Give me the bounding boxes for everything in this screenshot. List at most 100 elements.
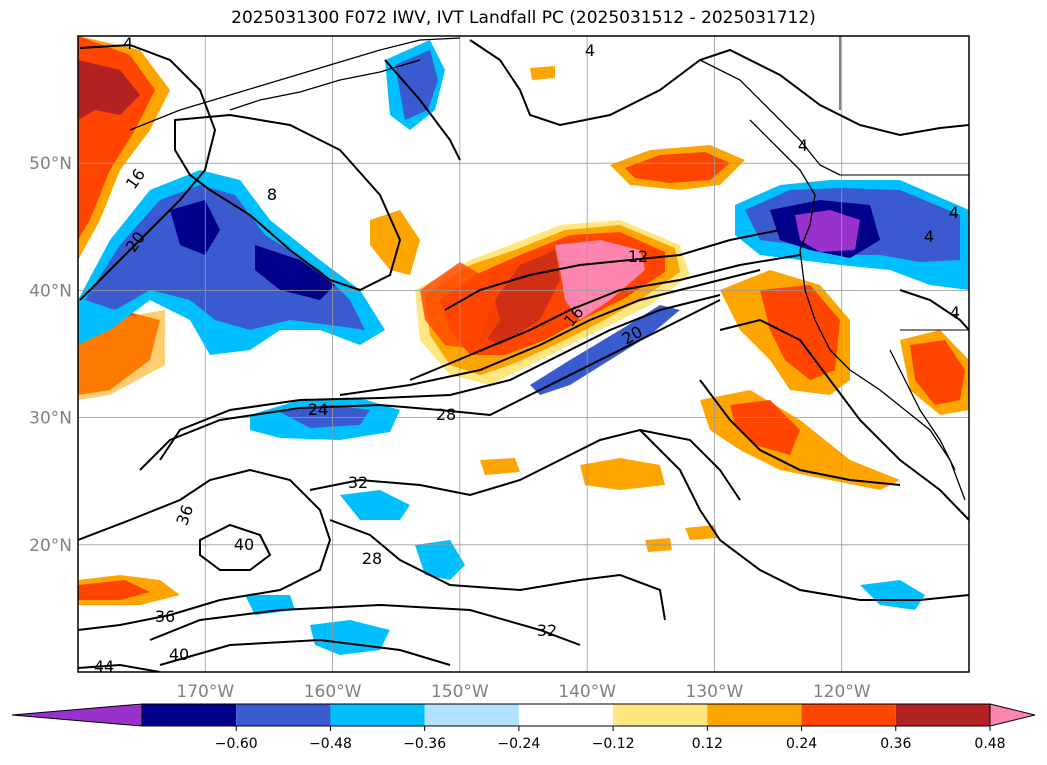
alaska-negative-core	[395, 50, 438, 120]
contour-east-loop	[639, 429, 969, 601]
us-west-coast	[799, 249, 966, 501]
contour-36-south	[149, 603, 581, 646]
contour-label: 4	[798, 136, 808, 155]
colorbar-tick-label: −0.24	[497, 736, 540, 752]
contour-label: 32	[537, 621, 557, 640]
south-positive-5	[480, 458, 520, 475]
contour-label: 36	[155, 607, 175, 626]
alaska-coast	[129, 37, 461, 131]
south-negative-2	[415, 540, 465, 580]
colorbar-bin	[518, 704, 614, 726]
colorbar-tick-label: 0.48	[974, 736, 1005, 752]
gulf-positive-core	[625, 152, 730, 183]
colorbar-extend-max	[989, 703, 1036, 727]
lat-tick-label: 20°N	[29, 536, 72, 556]
contour-label: 32	[348, 473, 368, 492]
contour-12	[444, 229, 781, 311]
iwv-contours	[78, 39, 969, 672]
latitude-labels: 50°N 40°N 30°N 20°N	[29, 154, 72, 556]
contour-28-south	[329, 519, 666, 621]
figure-title: 2025031300 F072 IWV, IVT Landfall PC (20…	[231, 8, 816, 28]
colorbar-tick-label: −0.12	[592, 736, 635, 752]
colorbar-extend-min	[11, 703, 143, 727]
lon-tick-label: 150°W	[431, 682, 489, 702]
lon-tick-label: 140°W	[558, 682, 616, 702]
contour-24	[159, 294, 721, 461]
south-positive-2-core	[78, 580, 150, 600]
contour-label: 12	[628, 247, 648, 266]
lon-tick-label: 130°W	[686, 682, 744, 702]
south-positive-3	[685, 525, 718, 540]
bc-coast	[749, 119, 816, 251]
contour-16	[409, 254, 801, 381]
contour-label: 4	[924, 227, 934, 246]
contour-coast-1	[719, 318, 969, 521]
midpac-positive	[370, 210, 420, 275]
lat-tick-label: 40°N	[29, 281, 72, 301]
east-positive-core	[760, 285, 840, 380]
ar-negative-strip	[530, 305, 680, 395]
colorbar-bin	[424, 704, 519, 726]
contour-32	[309, 428, 741, 501]
lat-tick-label: 50°N	[29, 154, 72, 174]
se-alaska-coast	[699, 59, 841, 176]
baja-coast	[889, 349, 956, 471]
west-negative-deep-2	[255, 245, 335, 300]
longitude-labels: 170°W 160°W 150°W 140°W 130°W 120°W	[176, 682, 870, 702]
colorbar-bin	[236, 704, 331, 726]
colorbar-bin	[613, 704, 708, 726]
colorbar-tick-label: 0.12	[692, 736, 723, 752]
contour-label: 40	[169, 645, 189, 664]
colorbar: −0.60 −0.48 −0.36 −0.24 −0.12 0.12 0.24 0.36 0.4…	[11, 703, 1036, 752]
contour-label: 40	[234, 535, 254, 554]
colorbar-tick-label: 0.24	[786, 736, 817, 752]
south-positive-6	[530, 66, 555, 80]
lat-tick-label: 30°N	[29, 409, 72, 429]
west-positive-center	[78, 60, 140, 120]
lon-tick-label: 120°W	[813, 682, 871, 702]
contour-label: 4	[123, 34, 133, 53]
contour-20	[339, 269, 761, 396]
coastlines	[129, 36, 969, 501]
baja-positive-core	[910, 340, 965, 405]
contour-40-south	[159, 638, 451, 666]
colorbar-tick-label: −0.36	[403, 736, 446, 752]
south-negative-5	[860, 580, 925, 610]
lon-tick-label: 170°W	[176, 682, 234, 702]
colorbar-frame	[141, 703, 991, 727]
contour-28	[139, 299, 721, 471]
lon-tick-label: 160°W	[304, 682, 362, 702]
contour-label: 24	[308, 400, 328, 419]
colorbar-tick-label: −0.48	[309, 736, 352, 752]
map-frame	[77, 35, 970, 673]
map-grid	[78, 36, 969, 672]
contour-4-west	[79, 43, 217, 301]
contour-label: 4	[950, 303, 960, 322]
contour-44	[78, 663, 161, 672]
contour-east-4	[899, 289, 969, 331]
colorbar-bin	[330, 704, 425, 726]
contour-label: 28	[436, 405, 456, 424]
contour-40	[199, 523, 272, 571]
contour-8	[174, 113, 402, 292]
colorbar-bin	[707, 704, 802, 726]
contour-label: 4	[585, 41, 595, 60]
south-negative-1	[340, 490, 410, 520]
colorbar-bin	[142, 704, 237, 726]
west-negative-deep	[170, 200, 220, 255]
contour-label: 44	[94, 657, 114, 676]
colorbar-tick-label: 0.36	[880, 736, 911, 752]
contour-4-alaska	[384, 59, 461, 161]
contour-label: 28	[362, 549, 382, 568]
contour-label: 4	[949, 203, 959, 222]
colorbar-bin	[895, 704, 990, 726]
colorbar-bin	[801, 704, 896, 726]
colorbar-tick-label: −0.60	[215, 736, 258, 752]
contour-coast-2	[699, 379, 901, 486]
ar-negative-strip-core	[280, 405, 370, 428]
contour-36	[78, 468, 332, 631]
alaska-peninsula	[229, 59, 421, 111]
anomaly-fills	[78, 36, 969, 655]
